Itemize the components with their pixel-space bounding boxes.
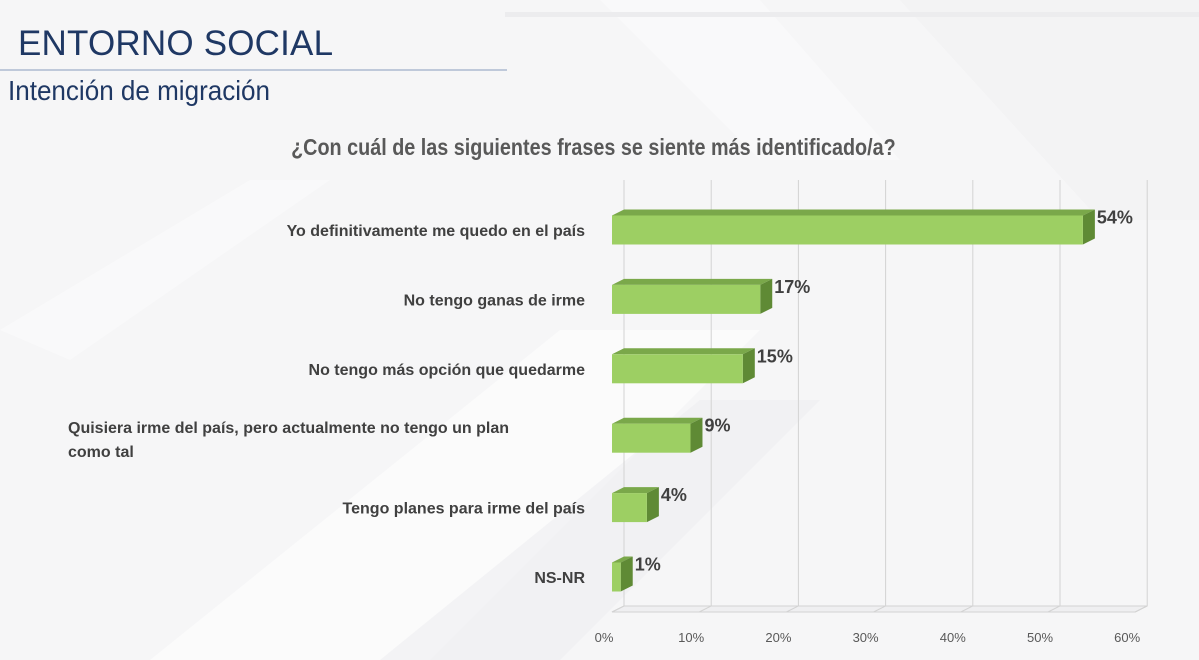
- top-band: [505, 12, 1199, 17]
- bar-top-face: [612, 209, 1095, 216]
- bar-side-face: [742, 348, 755, 384]
- x-tick-label: 0%: [595, 630, 614, 645]
- data-label: 4%: [661, 485, 687, 505]
- category-label: Quisiera irme del país, pero actualmente…: [68, 420, 509, 461]
- bar-top-face: [612, 487, 659, 494]
- bar: [612, 562, 621, 592]
- bar-group: [612, 209, 1095, 245]
- slide-title: ENTORNO SOCIAL: [18, 24, 334, 63]
- bar: [612, 284, 761, 314]
- bar-side-face: [760, 278, 773, 314]
- bar-group: [612, 487, 659, 523]
- x-tick-label: 40%: [940, 630, 966, 645]
- x-tick-label: 60%: [1114, 630, 1140, 645]
- data-label: 1%: [635, 555, 661, 575]
- bar-group: [612, 417, 703, 453]
- x-tick-label: 10%: [678, 630, 704, 645]
- gridline: [786, 180, 799, 613]
- title-underline: [0, 69, 507, 71]
- bar-top-face: [612, 556, 633, 563]
- chart-title: ¿Con cuál de las siguientes frases se si…: [291, 134, 896, 160]
- category-label: No tengo más opción que quedarme: [309, 362, 586, 379]
- bar: [612, 215, 1083, 245]
- gridline: [1047, 180, 1061, 613]
- x-tick-label: 50%: [1027, 630, 1053, 645]
- category-label: Yo definitivamente me quedo en el país: [287, 223, 586, 240]
- category-label: Tengo planes para irme del país: [343, 501, 586, 518]
- x-tick-label: 30%: [853, 630, 879, 645]
- bar: [612, 354, 743, 384]
- gridline: [611, 180, 625, 613]
- bar-group: [612, 556, 633, 592]
- bar-top-face: [612, 278, 773, 285]
- data-label: 9%: [704, 416, 730, 436]
- data-label: 15%: [757, 346, 793, 366]
- gridline: [1134, 180, 1148, 613]
- data-label: 54%: [1097, 208, 1133, 228]
- bar-side-face: [620, 556, 633, 592]
- gridline: [873, 180, 887, 613]
- slide-subtitle: Intención de migración: [8, 75, 271, 106]
- bar-top-face: [612, 417, 703, 424]
- bar-side-face: [690, 417, 703, 453]
- bar-side-face: [646, 487, 659, 523]
- bar: [612, 423, 691, 453]
- bar-group: [612, 278, 773, 314]
- category-label: NS-NR: [534, 570, 585, 587]
- bar-group: [612, 348, 755, 384]
- bar: [612, 493, 647, 523]
- category-label: No tengo ganas de irme: [404, 292, 585, 309]
- bar-side-face: [1082, 209, 1095, 245]
- gridline: [960, 180, 974, 613]
- bar-top-face: [612, 348, 755, 355]
- gridline: [698, 180, 712, 613]
- data-label: 17%: [774, 277, 810, 297]
- x-tick-label: 20%: [765, 630, 791, 645]
